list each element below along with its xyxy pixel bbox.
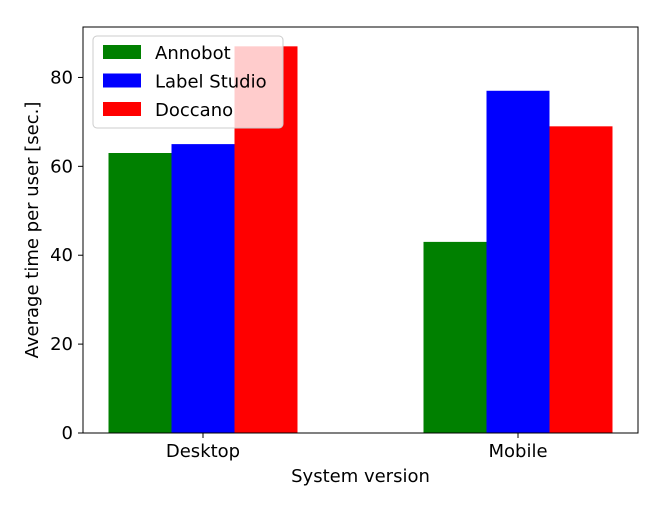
- y-axis-label: Average time per user [sec.]: [22, 102, 43, 359]
- y-tick-label: 80: [50, 67, 73, 88]
- bar-doccano-mobile: [549, 126, 613, 433]
- legend-swatch-annobot: [103, 45, 141, 59]
- bar-label-studio-desktop: [171, 144, 235, 433]
- legend-label-annobot: Annobot: [155, 43, 231, 64]
- x-axis: Desktop Mobile: [166, 433, 548, 462]
- legend-label-doccano: Doccano: [155, 100, 233, 121]
- y-axis: 0 20 40 60 80: [50, 67, 83, 444]
- legend-label-label-studio: Label Studio: [155, 72, 267, 93]
- legend-swatch-doccano: [103, 102, 141, 116]
- bar-annobot-mobile: [423, 241, 487, 433]
- bars-group: [108, 46, 613, 434]
- y-tick-label: 40: [50, 245, 73, 266]
- legend-swatch-label-studio: [103, 73, 141, 88]
- x-tick-label: Mobile: [488, 441, 547, 462]
- x-tick-label: Desktop: [166, 441, 240, 462]
- y-tick-label: 60: [50, 156, 73, 177]
- bar-label-studio-mobile: [486, 90, 550, 434]
- bar-annobot-desktop: [108, 153, 172, 433]
- legend: Annobot Label Studio Doccano: [92, 35, 284, 129]
- x-axis-label: System version: [291, 466, 430, 487]
- y-tick-label: 20: [50, 334, 73, 355]
- plot-frame: [82, 26, 639, 434]
- y-tick-label: 0: [62, 423, 73, 444]
